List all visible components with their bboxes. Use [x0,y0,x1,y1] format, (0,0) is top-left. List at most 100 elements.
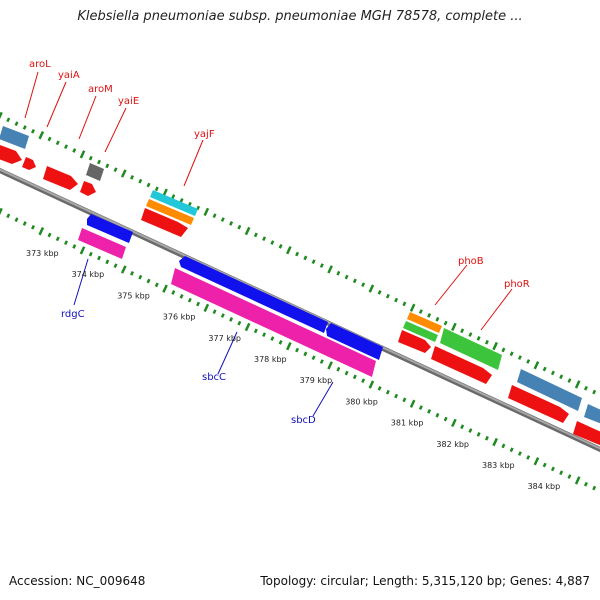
feature-blue-rdgC-upper[interactable] [87,214,133,243]
minor-tick [385,389,390,395]
gene-label-yajF: yajF [194,129,215,140]
feature-magenta-sbcC[interactable] [171,268,376,377]
minor-tick [468,428,473,433]
minor-tick [179,294,184,299]
minor-tick [402,397,407,403]
minor-tick [64,240,68,246]
minor-tick [592,389,597,395]
feature-blue-outer-2[interactable] [517,369,582,411]
feature-orange-2[interactable] [407,312,442,333]
feature-blue-outer-1[interactable] [0,126,29,149]
minor-tick [64,144,68,150]
minor-tick [476,432,481,437]
minor-tick [484,435,489,441]
feature-orange-1[interactable] [146,199,194,225]
minor-tick [484,339,489,345]
major-tick [327,265,333,274]
minor-tick [311,259,316,265]
minor-tick [592,485,597,491]
scale-tick-label: 376 kbp [163,313,196,322]
minor-tick [97,255,102,261]
minor-tick [402,301,407,307]
major-tick [574,380,581,389]
major-tick [368,284,375,293]
minor-tick [196,301,201,307]
minor-tick [311,355,316,361]
feature-gray-small[interactable] [86,163,104,181]
minor-tick [377,386,382,391]
feature-magenta-rdgC[interactable] [78,228,126,259]
minor-tick [517,355,522,360]
minor-tick [303,351,308,357]
minor-tick [295,251,300,257]
minor-tick [550,466,555,472]
scale-tick-label: 378 kbp [254,355,287,364]
feature-red-6[interactable] [398,330,431,353]
minor-tick [105,163,110,169]
minor-tick [154,186,159,192]
minor-tick [229,221,234,226]
feature-blue-sbcD[interactable] [326,323,383,360]
minor-tick [130,175,135,180]
scale-tick-label: 377 kbp [208,334,241,343]
major-tick [286,342,292,351]
feature-red-5[interactable] [141,208,188,237]
gene-label-sbcC: sbcC [202,372,226,383]
major-tick [0,111,3,119]
minor-tick [253,232,258,238]
feature-red-4[interactable] [80,181,96,196]
minor-tick [377,290,382,295]
major-tick [492,437,498,447]
scale-tick-label: 373 kbp [26,249,59,258]
minor-tick [229,317,234,322]
minor-tick [220,313,225,318]
feature-green-small[interactable] [403,321,438,342]
minor-tick [468,332,473,337]
major-tick [492,341,498,351]
minor-tick [435,316,440,322]
minor-tick [22,221,27,226]
scale-tick-label: 383 kbp [482,461,515,470]
minor-tick [253,328,258,334]
major-tick [244,322,251,332]
minor-tick [55,236,60,242]
minor-tick [55,140,60,146]
scale-tick-label: 380 kbp [345,397,378,406]
minor-tick [138,274,143,280]
major-tick [368,380,375,389]
outer-tick-track [0,111,597,395]
minor-tick [113,263,118,269]
minor-tick [394,297,399,303]
minor-tick [352,374,357,380]
minor-tick [526,455,531,460]
feature-red-9[interactable] [573,421,600,450]
minor-tick [31,224,35,230]
feature-red-8[interactable] [508,385,569,423]
minor-tick [385,293,390,299]
major-tick [203,207,210,217]
minor-tick [212,213,217,219]
minor-tick [501,347,506,353]
minor-tick [220,217,225,222]
scale-tick-label: 382 kbp [436,440,469,449]
major-tick [0,207,3,215]
feature-blue-sbcC[interactable] [179,256,328,333]
scale-tick-label: 379 kbp [300,376,333,385]
label-leaders [24,71,513,331]
minor-tick [559,470,564,476]
minor-tick [443,320,448,326]
minor-tick [501,443,506,449]
feature-cyan[interactable] [150,190,198,216]
scale-tick-label: 384 kbp [528,482,561,491]
feature-red-3[interactable] [43,166,78,190]
feature-red-7[interactable] [431,346,492,384]
scale-tick-label: 375 kbp [117,291,150,300]
minor-tick [460,424,465,430]
major-tick [120,169,127,178]
feature-blue-outer-3[interactable] [584,404,600,428]
minor-tick [237,320,242,326]
feature-red-2[interactable] [22,157,36,170]
feature-red-1[interactable] [0,145,22,164]
feature-green-large[interactable] [440,328,502,370]
minor-tick [187,297,192,303]
